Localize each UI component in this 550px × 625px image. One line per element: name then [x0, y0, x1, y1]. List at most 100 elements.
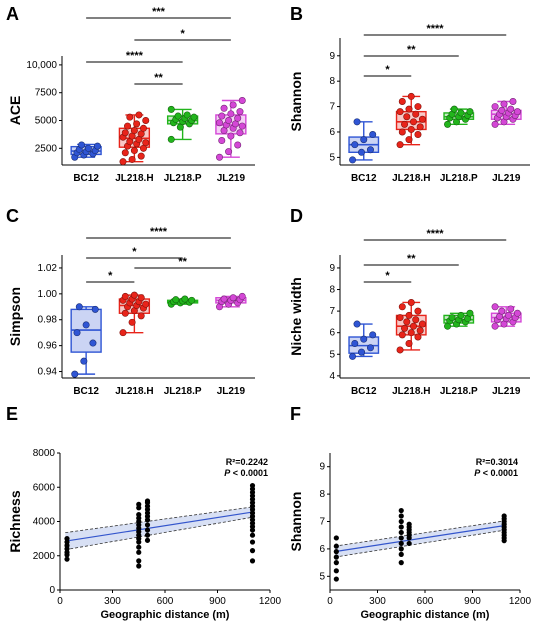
y-tick-label: 7 — [329, 102, 335, 113]
y-tick-label: 8 — [329, 76, 335, 87]
significance-label: * — [385, 270, 390, 282]
data-point — [84, 144, 92, 152]
data-point — [80, 357, 88, 365]
significance-label: **** — [426, 23, 444, 35]
panel-letter: A — [6, 4, 19, 24]
data-point — [121, 292, 129, 300]
data-point — [229, 294, 237, 302]
data-point — [353, 118, 361, 126]
data-point — [91, 305, 99, 313]
data-point — [414, 103, 422, 111]
x-category-label: BC12 — [73, 386, 99, 397]
data-point — [507, 105, 515, 113]
y-tick-label: 7 — [329, 306, 335, 317]
p-value-suffix: < 0.0001 — [230, 468, 268, 478]
box-bc12 — [348, 118, 380, 164]
data-point — [249, 558, 256, 564]
data-point — [249, 532, 256, 538]
data-point — [398, 331, 406, 339]
significance-label: * — [108, 270, 113, 282]
data-point — [220, 295, 228, 303]
data-point — [412, 110, 420, 118]
data-point — [136, 558, 142, 564]
data-point — [133, 120, 141, 128]
data-point — [64, 556, 70, 562]
data-point — [218, 112, 226, 120]
data-point — [407, 329, 415, 337]
data-point — [358, 148, 366, 156]
data-point — [333, 543, 339, 549]
ci-upper-line — [334, 520, 505, 547]
data-point — [509, 98, 517, 106]
x-tick-label: 900 — [464, 596, 481, 607]
significance-label: **** — [150, 226, 168, 238]
data-point — [405, 311, 413, 319]
data-point — [135, 111, 143, 119]
y-tick-label: 7500 — [35, 88, 58, 99]
data-point — [119, 329, 127, 337]
y-tick-label: 9 — [319, 462, 325, 473]
data-point — [414, 131, 422, 139]
x-category-label: JL219 — [492, 173, 521, 184]
data-point — [216, 119, 224, 127]
data-point — [398, 540, 404, 547]
significance-label: * — [180, 28, 185, 40]
significance-label: **** — [426, 228, 444, 240]
data-point — [457, 109, 465, 117]
box-jl219 — [490, 98, 522, 128]
data-point — [249, 548, 256, 554]
x-category-label: BC12 — [351, 386, 377, 397]
y-axis-label: Richness — [7, 490, 23, 552]
data-point — [64, 536, 70, 542]
y-tick-label: 4 — [329, 371, 335, 382]
data-point — [75, 303, 83, 311]
y-axis-label: Niche width — [288, 277, 304, 356]
x-category-label: JL218.P — [164, 386, 202, 397]
data-point — [398, 513, 404, 519]
y-tick-label: 10,000 — [26, 60, 57, 71]
box-bc12 — [348, 320, 380, 360]
data-point — [398, 546, 404, 552]
regression-line — [334, 525, 505, 553]
data-point — [130, 127, 138, 135]
panel-letter: E — [6, 404, 18, 424]
data-point — [78, 141, 86, 149]
box-jl218-h — [395, 92, 427, 149]
data-point — [124, 122, 132, 130]
x-tick-label: 0 — [57, 596, 63, 607]
data-point — [396, 141, 404, 149]
y-tick-label: 1.02 — [38, 263, 58, 274]
box-bc12 — [70, 303, 102, 378]
data-point — [405, 339, 413, 347]
data-point — [396, 108, 404, 116]
x-category-label: BC12 — [73, 173, 99, 184]
box-jl218-h — [118, 291, 151, 337]
y-tick-label: 6 — [329, 328, 335, 339]
data-point — [407, 92, 415, 100]
data-point — [409, 322, 417, 330]
box-jl218-p — [443, 309, 475, 330]
data-point — [121, 309, 129, 317]
data-point — [416, 327, 424, 335]
y-tick-label: 4000 — [33, 517, 56, 528]
data-point — [501, 513, 507, 519]
data-point — [405, 136, 413, 144]
confidence-band — [65, 506, 253, 550]
y-tick-label: 5 — [329, 152, 335, 163]
box-jl219 — [215, 96, 247, 161]
data-point — [238, 96, 246, 104]
data-point — [71, 370, 79, 378]
data-point — [398, 518, 404, 525]
data-point — [353, 320, 361, 328]
data-point — [128, 318, 136, 326]
data-point — [513, 108, 521, 116]
x-category-label: BC12 — [351, 173, 377, 184]
data-point — [398, 529, 404, 536]
data-point — [504, 311, 512, 319]
x-category-label: JL218.P — [164, 173, 202, 184]
data-point — [491, 103, 499, 111]
data-point — [406, 521, 412, 527]
data-point — [142, 300, 150, 308]
data-point — [238, 292, 246, 300]
